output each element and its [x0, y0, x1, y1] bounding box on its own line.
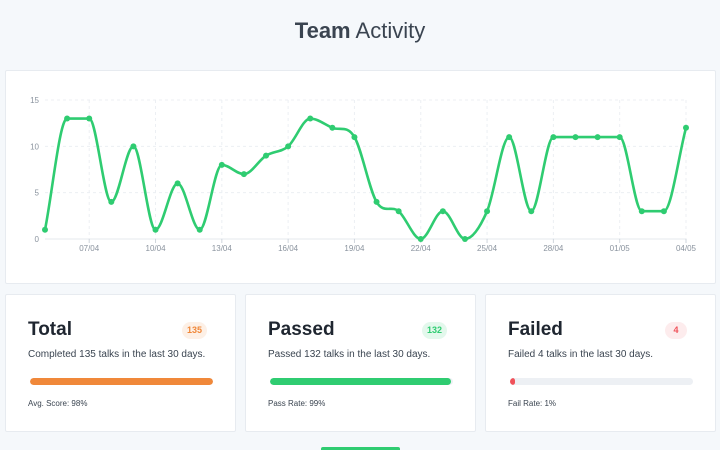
failed-card-title: Failed [508, 319, 563, 340]
data-point[interactable] [616, 134, 623, 141]
data-point[interactable] [550, 134, 557, 141]
x-tick-label: 07/04 [79, 244, 100, 253]
failed-card-description: Failed 4 talks in the last 30 days. [508, 349, 654, 360]
data-point[interactable] [484, 208, 491, 215]
data-point[interactable] [461, 236, 468, 242]
x-tick-label: 28/04 [543, 244, 564, 253]
passed-card-title: Passed [268, 319, 335, 340]
failed-progress-track [510, 378, 693, 385]
x-tick-label: 01/05 [610, 244, 631, 253]
data-point[interactable] [196, 226, 203, 233]
x-tick-label: 13/04 [212, 244, 233, 253]
total-card-title: Total [28, 319, 72, 340]
total-card-footer: Avg. Score: 98% [28, 399, 88, 408]
data-point[interactable] [64, 115, 71, 122]
passed-count-badge: 132 [421, 322, 447, 339]
data-point[interactable] [660, 208, 667, 215]
data-point[interactable] [572, 134, 579, 141]
failed-card: Failed 4 Failed 4 talks in the last 30 d… [485, 294, 716, 432]
bottom-tab-indicator[interactable] [321, 447, 400, 450]
data-point[interactable] [439, 208, 446, 215]
data-point[interactable] [130, 143, 137, 150]
data-point[interactable] [174, 180, 181, 187]
y-tick-label: 10 [30, 142, 39, 151]
data-point[interactable] [86, 115, 93, 122]
total-progress-fill [30, 378, 213, 385]
total-card: Total 135 Completed 135 talks in the las… [5, 294, 236, 432]
page-title-light: Activity [355, 18, 426, 43]
data-point[interactable] [152, 226, 159, 233]
activity-chart-card: 0 5 10 15 07/04 10/04 13/04 16/04 19/04 22/04 25/0… [5, 70, 716, 284]
data-point[interactable] [594, 134, 601, 141]
passed-progress-fill [270, 378, 452, 385]
page-title: Team Activity [0, 18, 720, 44]
passed-progress-track [270, 378, 453, 385]
failed-card-footer: Fail Rate: 1% [508, 399, 557, 408]
data-point[interactable] [263, 152, 270, 159]
passed-card: Passed 132 Passed 132 talks in the last … [245, 294, 476, 432]
data-point[interactable] [506, 134, 513, 141]
x-tick-label: 10/04 [146, 244, 167, 253]
y-tick-label: 15 [30, 96, 39, 105]
total-progress-track [30, 378, 213, 385]
data-point[interactable] [417, 236, 424, 242]
data-point[interactable] [395, 208, 402, 215]
data-point[interactable] [329, 124, 336, 131]
activity-line-chart: 0 5 10 15 07/04 10/04 13/04 16/04 19/04 22/04 25/0… [30, 96, 697, 253]
data-point[interactable] [42, 226, 48, 233]
data-point[interactable] [108, 198, 115, 205]
data-point[interactable] [373, 198, 380, 205]
passed-card-footer: Pass Rate: 99% [268, 399, 326, 408]
passed-card-description: Passed 132 talks in the last 30 days. [268, 349, 431, 360]
x-tick-label: 22/04 [411, 244, 432, 253]
y-tick-label: 5 [35, 189, 40, 198]
data-point[interactable] [240, 171, 247, 178]
data-point[interactable] [307, 115, 314, 122]
y-tick-label: 0 [35, 235, 40, 244]
series-line-talks [43, 117, 688, 241]
failed-progress-fill [510, 378, 516, 385]
data-point[interactable] [285, 143, 292, 150]
data-point[interactable] [351, 134, 358, 141]
total-card-description: Completed 135 talks in the last 30 days. [28, 349, 206, 360]
x-tick-label: 19/04 [344, 244, 365, 253]
failed-count-badge: 4 [665, 322, 687, 339]
page-title-strong: Team [294, 18, 351, 43]
total-count-badge: 135 [181, 322, 207, 339]
data-point[interactable] [528, 208, 535, 215]
data-point[interactable] [683, 124, 689, 131]
data-point[interactable] [218, 161, 225, 168]
x-tick-label: 16/04 [278, 244, 299, 253]
data-point[interactable] [638, 208, 645, 215]
x-tick-label: 04/05 [676, 244, 697, 253]
x-tick-label: 25/04 [477, 244, 498, 253]
